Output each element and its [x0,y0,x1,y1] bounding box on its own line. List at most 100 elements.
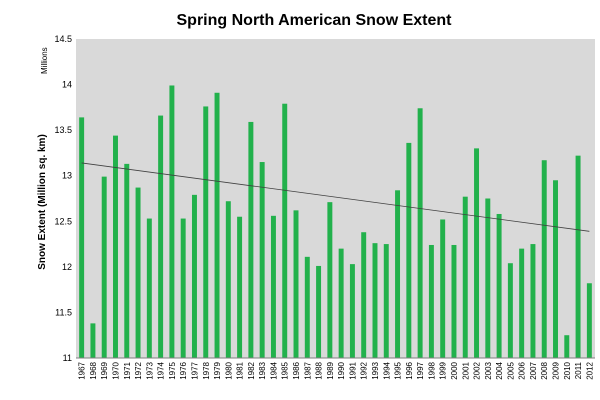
bar [259,162,265,358]
y-tick-label: 11.5 [55,307,72,317]
x-tick-label: 2008 [540,361,549,379]
bar [90,323,96,358]
x-tick-label: 1980 [224,361,233,379]
x-tick-label: 1986 [292,361,301,379]
bars [79,85,592,359]
x-tick-label: 2000 [450,361,459,379]
bar [316,265,322,358]
bar [553,180,558,358]
x-tick-label: 2002 [473,361,482,379]
x-tick-label: 1976 [179,361,188,379]
bar [225,201,231,358]
bar [113,135,118,358]
bar [406,142,412,358]
x-tick-label: 2004 [495,361,504,379]
x-tick-label: 1982 [247,361,256,379]
x-tick-label: 1989 [326,361,335,379]
bar [575,155,581,358]
x-tick-label: 1988 [315,361,324,379]
x-tick-label: 1995 [394,361,403,379]
bar [327,202,333,358]
x-tick-label: 2009 [552,361,561,379]
bar [440,219,446,358]
bar [417,108,423,359]
x-tick-label: 1971 [123,361,132,379]
bar [158,115,164,358]
y-tick-label: 13.5 [54,125,72,135]
x-tick-label: 1969 [100,361,109,379]
x-tick-label: 1983 [258,361,267,379]
bar [169,85,175,358]
x-tick-label: 2003 [484,361,493,379]
bar [101,176,107,358]
bar [214,92,220,359]
x-tick-label: 2010 [563,361,572,379]
x-tick-label: 1978 [202,361,211,379]
y-axis-label: Snow Extent (Million sq. km) [37,134,48,270]
bar [282,103,288,359]
bar [293,210,299,358]
bar [203,106,209,358]
x-tick-label: 1974 [157,361,166,379]
x-tick-label: 1979 [213,361,222,379]
x-tick-label: 2012 [585,361,594,379]
x-tick-label: 1992 [360,361,369,379]
x-tick-label: 1975 [168,361,177,379]
bar [541,160,547,358]
x-tick-label: 1993 [371,361,380,379]
trendline [81,162,590,232]
y-tick-label: 13 [62,171,72,181]
y-unit-multiplier: Millions [40,47,49,74]
x-tick-label: 1973 [145,361,154,379]
bar [338,248,344,358]
x-tick-label: 1998 [427,361,436,379]
x-tick-label: 1997 [416,361,425,379]
x-tick-label: 1968 [89,361,98,379]
y-tick-label: 11 [63,353,72,363]
bar [383,244,389,358]
x-tick-label: 2001 [461,361,470,379]
bar [485,198,491,358]
bar [79,117,85,358]
y-tick-label: 12.5 [54,216,72,226]
x-tick-label: 2006 [518,361,527,379]
x-tick-label: 1990 [337,361,346,379]
x-tick-label: 1984 [269,361,278,379]
x-tick-label: 1987 [303,361,312,379]
bar [135,187,141,358]
bar [474,148,480,358]
bar [395,190,401,358]
bar [530,244,536,358]
x-tick-label: 1970 [111,361,120,379]
y-tick-label: 12 [62,262,72,272]
bar [146,218,152,358]
bar [124,163,130,358]
bar [507,263,513,358]
bar [248,121,254,358]
x-tick-label: 1977 [190,361,199,379]
y-tick-label: 14.5 [54,34,72,44]
x-tick-label: 1985 [281,361,290,379]
bar [586,283,592,358]
x-tick-label: 1972 [134,361,143,379]
bar [191,194,197,358]
x-tick-label: 2011 [574,361,583,379]
bar [564,335,570,358]
bar [519,248,525,358]
x-tick-label: 1996 [405,361,414,379]
plot-area [76,39,595,358]
chart-title: Spring North American Snow Extent [177,12,453,29]
bar [496,213,502,358]
x-tick-label: 1999 [439,361,448,379]
bar [270,215,276,358]
x-tick-label: 2005 [506,361,515,379]
x-tick-label: 1981 [236,361,245,379]
x-tick-label: 1994 [382,361,391,379]
bar [349,264,355,358]
bar [304,256,310,358]
bar [361,232,367,358]
bar [180,218,186,358]
bar [428,244,434,358]
y-tick-label: 14 [62,80,72,90]
bar [372,243,378,358]
